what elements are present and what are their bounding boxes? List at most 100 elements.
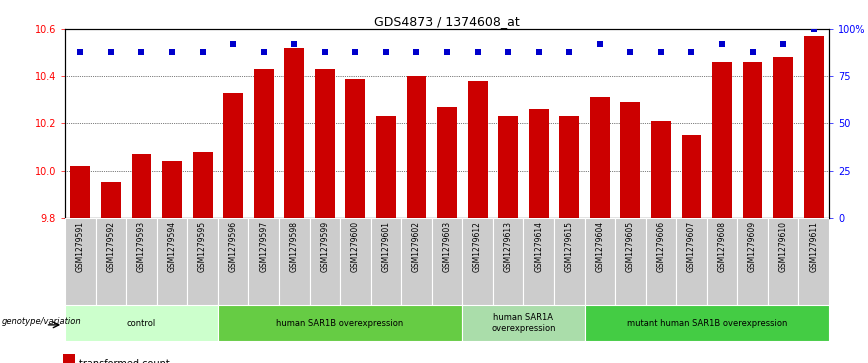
Text: GSM1279613: GSM1279613	[503, 221, 513, 272]
Bar	[523, 218, 554, 305]
Point	[532, 49, 546, 54]
Bar	[431, 218, 463, 305]
Point	[501, 49, 515, 54]
Text: GSM1279615: GSM1279615	[565, 221, 574, 272]
Bar	[63, 354, 75, 363]
Bar	[126, 218, 157, 305]
Text: human SAR1A
overexpression: human SAR1A overexpression	[491, 313, 556, 333]
Bar	[193, 152, 213, 218]
Bar	[187, 218, 218, 305]
Point	[593, 41, 607, 47]
Point	[746, 49, 760, 54]
Bar	[529, 109, 549, 218]
Bar	[707, 218, 737, 305]
Point	[776, 41, 790, 47]
Bar	[437, 107, 457, 218]
Bar	[132, 154, 151, 218]
Bar	[804, 36, 824, 218]
Bar	[70, 166, 90, 218]
Text: GSM1279601: GSM1279601	[381, 221, 391, 272]
Text: GSM1279596: GSM1279596	[228, 221, 238, 272]
Bar	[95, 218, 126, 305]
Point	[562, 49, 576, 54]
Bar	[162, 161, 182, 218]
Text: GSM1279603: GSM1279603	[443, 221, 451, 272]
Text: GSM1279607: GSM1279607	[687, 221, 696, 272]
Bar	[676, 218, 707, 305]
Text: GSM1279597: GSM1279597	[260, 221, 268, 272]
Bar	[681, 135, 701, 218]
Bar	[646, 218, 676, 305]
Point	[685, 49, 699, 54]
Point	[257, 49, 271, 54]
Point	[318, 49, 332, 54]
Text: GSM1279592: GSM1279592	[107, 221, 115, 272]
Bar	[651, 121, 671, 218]
Point	[440, 49, 454, 54]
Point	[806, 26, 820, 32]
Point	[715, 41, 729, 47]
Point	[654, 49, 667, 54]
Bar	[157, 218, 187, 305]
Bar	[712, 62, 732, 218]
Bar	[401, 218, 431, 305]
Title: GDS4873 / 1374608_at: GDS4873 / 1374608_at	[374, 15, 520, 28]
Bar	[590, 98, 609, 218]
Point	[470, 49, 484, 54]
Point	[348, 49, 362, 54]
Point	[379, 49, 393, 54]
Bar	[218, 218, 248, 305]
Text: genotype/variation: genotype/variation	[1, 317, 81, 326]
Bar	[340, 218, 371, 305]
Bar	[345, 79, 365, 218]
Point	[104, 49, 118, 54]
Bar	[223, 93, 243, 218]
Bar	[799, 218, 829, 305]
Bar	[371, 218, 401, 305]
Text: GSM1279595: GSM1279595	[198, 221, 207, 272]
Text: GSM1279608: GSM1279608	[718, 221, 727, 272]
Bar	[248, 218, 279, 305]
Bar	[743, 62, 762, 218]
Text: GSM1279594: GSM1279594	[168, 221, 176, 272]
Bar	[463, 305, 584, 341]
Bar	[315, 69, 335, 218]
Bar	[65, 305, 218, 341]
Bar	[584, 305, 829, 341]
Bar	[279, 218, 310, 305]
Text: GSM1279593: GSM1279593	[137, 221, 146, 272]
Point	[135, 49, 148, 54]
Bar	[493, 218, 523, 305]
Point	[410, 49, 424, 54]
Bar	[498, 117, 518, 218]
Text: GSM1279606: GSM1279606	[656, 221, 666, 272]
Text: GSM1279599: GSM1279599	[320, 221, 329, 272]
Text: GSM1279605: GSM1279605	[626, 221, 635, 272]
Text: GSM1279614: GSM1279614	[534, 221, 543, 272]
Point	[165, 49, 179, 54]
Bar	[65, 218, 95, 305]
Bar	[285, 48, 304, 218]
Bar	[621, 102, 641, 218]
Text: human SAR1B overexpression: human SAR1B overexpression	[276, 319, 404, 327]
Bar	[773, 57, 793, 218]
Bar	[218, 305, 463, 341]
Bar	[376, 117, 396, 218]
Text: GSM1279598: GSM1279598	[290, 221, 299, 272]
Text: mutant human SAR1B overexpression: mutant human SAR1B overexpression	[627, 319, 787, 327]
Bar	[463, 218, 493, 305]
Text: GSM1279602: GSM1279602	[412, 221, 421, 272]
Text: control: control	[127, 319, 156, 327]
Text: GSM1279591: GSM1279591	[76, 221, 85, 272]
Point	[287, 41, 301, 47]
Point	[227, 41, 240, 47]
Text: GSM1279604: GSM1279604	[595, 221, 604, 272]
Point	[74, 49, 88, 54]
Bar	[584, 218, 615, 305]
Text: GSM1279611: GSM1279611	[809, 221, 819, 272]
Text: GSM1279609: GSM1279609	[748, 221, 757, 272]
Bar	[253, 69, 273, 218]
Bar	[554, 218, 584, 305]
Text: transformed count: transformed count	[79, 359, 170, 363]
Bar	[737, 218, 768, 305]
